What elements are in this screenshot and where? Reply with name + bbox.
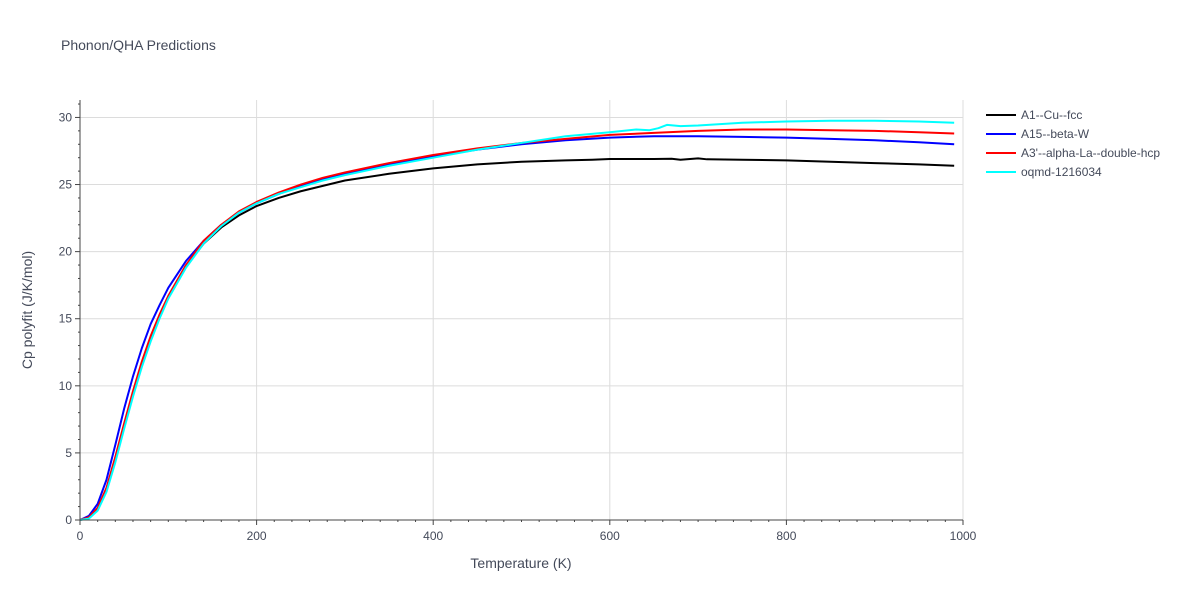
x-axis-ticks: 0 200 400 600 800 1000 bbox=[77, 520, 977, 543]
y-tick-label: 25 bbox=[59, 178, 73, 192]
legend-item[interactable]: A15--beta-W bbox=[986, 127, 1090, 141]
legend-label: A15--beta-W bbox=[1021, 127, 1090, 141]
series-layer bbox=[79, 119, 955, 521]
legend-item[interactable]: oqmd-1216034 bbox=[986, 165, 1102, 179]
grid-layer bbox=[80, 100, 964, 520]
y-axis-label: Cp polyfit (J/K/mol) bbox=[19, 251, 35, 369]
series-line bbox=[79, 119, 955, 521]
x-tick-label: 200 bbox=[247, 529, 267, 543]
x-tick-label: 600 bbox=[600, 529, 620, 543]
x-tick-label: 1000 bbox=[950, 529, 977, 543]
legend-item[interactable]: A3'--alpha-La--double-hcp bbox=[986, 146, 1160, 160]
series-line bbox=[79, 128, 955, 521]
y-tick-label: 5 bbox=[65, 446, 72, 460]
legend-item[interactable]: A1--Cu--fcc bbox=[986, 108, 1082, 122]
y-tick-label: 10 bbox=[59, 379, 73, 393]
x-tick-label: 400 bbox=[423, 529, 443, 543]
legend-label: A1--Cu--fcc bbox=[1021, 108, 1082, 122]
series-line bbox=[79, 135, 955, 521]
y-tick-label: 0 bbox=[65, 513, 72, 527]
legend-label: A3'--alpha-La--double-hcp bbox=[1021, 146, 1160, 160]
x-axis-label: Temperature (K) bbox=[470, 555, 571, 571]
y-tick-label: 20 bbox=[59, 245, 73, 259]
x-tick-label: 0 bbox=[77, 529, 84, 543]
series-line bbox=[79, 157, 955, 521]
y-tick-label: 15 bbox=[59, 312, 73, 326]
y-axis-ticks: 0 5 10 15 20 25 30 bbox=[59, 103, 80, 527]
legend-label: oqmd-1216034 bbox=[1021, 165, 1102, 179]
chart-title: Phonon/QHA Predictions bbox=[61, 37, 216, 53]
legend: A1--Cu--fcc A15--beta-W A3'--alpha-La--dou… bbox=[986, 108, 1160, 179]
y-tick-label: 30 bbox=[59, 110, 73, 124]
x-tick-label: 800 bbox=[776, 529, 796, 543]
